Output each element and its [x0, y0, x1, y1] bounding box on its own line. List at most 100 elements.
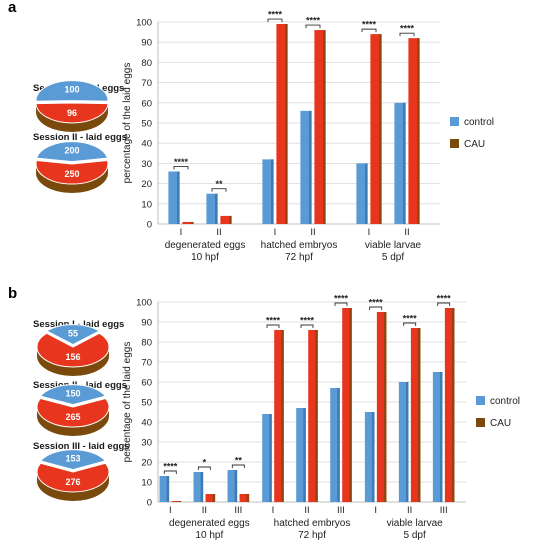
y-tick-label: 10 — [141, 478, 152, 489]
bar-cau — [182, 221, 194, 224]
group-label: degenerated eggs — [165, 240, 246, 251]
y-tick-label: 100 — [136, 298, 152, 309]
y-tick-label: 20 — [141, 458, 152, 469]
session-label: II — [304, 505, 309, 516]
pie-label-control: 200 — [64, 146, 79, 156]
session-label: II — [310, 227, 315, 238]
bar-control — [300, 110, 312, 224]
bar-control-edge — [177, 171, 180, 224]
bar-control — [356, 163, 368, 224]
bar-cau — [205, 494, 216, 502]
bar-cau-edge — [417, 328, 421, 502]
pie-slice-side-cau — [36, 103, 108, 132]
bar-cau-edge — [379, 34, 382, 225]
y-tick-label: 40 — [141, 418, 152, 429]
y-tick-label: 60 — [141, 378, 152, 389]
legend-swatch-cau — [476, 418, 485, 427]
bar-cau — [410, 328, 421, 502]
significance-bracket — [403, 322, 417, 326]
bar-cau-edge — [212, 494, 216, 502]
bar-cau — [370, 34, 382, 225]
group-sublabel: 10 hpf — [195, 530, 223, 541]
panel-letter: a — [8, 0, 17, 16]
y-tick-label: 50 — [141, 119, 152, 130]
significance-bracket — [361, 28, 377, 33]
bar-cau — [376, 312, 387, 502]
pie-slice-control — [39, 449, 107, 471]
bar-control — [193, 472, 204, 502]
session-label: I — [180, 227, 183, 238]
bar-cau-edge — [383, 312, 387, 502]
legend-swatch-control — [476, 396, 485, 405]
legend-label-control: control — [490, 396, 520, 407]
pie-label-cau: 156 — [65, 352, 80, 362]
bar-control — [168, 171, 180, 224]
pie-chart-0-1: Session II - laid eggs 200 250 — [33, 132, 127, 193]
significance-marker: **** — [300, 316, 315, 326]
bar-cau-edge — [451, 308, 455, 502]
y-tick-label: 50 — [141, 398, 152, 409]
y-tick-label: 30 — [141, 438, 152, 449]
significance-marker: **** — [268, 10, 283, 20]
pie-label-cau: 250 — [64, 169, 79, 179]
legend: control CAU — [450, 117, 494, 150]
pie-chart-1-2: Session III - laid eggs 153 276 — [33, 441, 130, 501]
session-label: I — [274, 227, 277, 238]
bar-cau — [274, 330, 284, 502]
group-label: hatched embryos — [274, 518, 351, 529]
bar-control-edge — [405, 382, 409, 502]
bar-control — [364, 412, 375, 502]
y-tick-label: 80 — [141, 338, 152, 349]
bar-control-edge — [303, 408, 306, 502]
group-sublabel: 5 dpf — [404, 530, 426, 541]
bar-control-edge — [234, 470, 238, 502]
significance-marker: **** — [437, 294, 452, 304]
bar-cau-edge — [229, 215, 232, 224]
bar-cau — [171, 501, 182, 502]
group-label: hatched embryos — [261, 240, 338, 251]
significance-bracket — [267, 18, 283, 23]
bar-control — [206, 193, 218, 224]
pie-label-control: 55 — [68, 329, 78, 339]
pie-slice-cau — [36, 462, 110, 493]
pie-slice-cau — [36, 398, 110, 428]
group-sublabel: 72 hpf — [298, 530, 326, 541]
pie-slice-cau — [35, 102, 109, 124]
significance-marker: **** — [306, 16, 321, 26]
panel-letter: b — [8, 285, 17, 302]
y-tick-label: 40 — [141, 139, 152, 150]
session-label: II — [407, 505, 412, 516]
bar-control-edge — [269, 414, 272, 502]
session-label: III — [234, 505, 242, 516]
pie-label-control: 100 — [64, 85, 79, 95]
legend-label-cau: CAU — [490, 418, 511, 429]
pie-label-control: 150 — [65, 389, 80, 399]
bar-control — [330, 388, 340, 502]
pie-slice-side-cau — [37, 407, 109, 436]
session-label: III — [337, 505, 345, 516]
bar-cau-edge — [285, 24, 288, 224]
significance-bracket — [231, 464, 245, 468]
pie-slice-side-cau — [37, 347, 109, 376]
significance-bracket — [334, 302, 348, 306]
significance-marker: **** — [362, 20, 377, 30]
bar-control — [394, 102, 406, 224]
significance-bracket — [173, 166, 189, 170]
bar-control-edge — [403, 102, 406, 224]
bar-cau-edge — [315, 330, 318, 502]
significance-marker: **** — [163, 462, 178, 472]
y-tick-label: 90 — [141, 38, 152, 49]
bar-control — [296, 408, 306, 502]
significance-bracket — [266, 324, 280, 328]
bar-cau — [220, 215, 232, 224]
bar-cau — [239, 494, 250, 502]
bar-cau-edge — [178, 501, 182, 502]
bar-control-edge — [371, 412, 375, 502]
y-tick-label: 80 — [141, 58, 152, 69]
significance-bracket — [163, 470, 177, 474]
y-tick-label: 90 — [141, 318, 152, 329]
significance-marker: **** — [334, 294, 349, 304]
group-sublabel: 10 hpf — [191, 252, 219, 263]
